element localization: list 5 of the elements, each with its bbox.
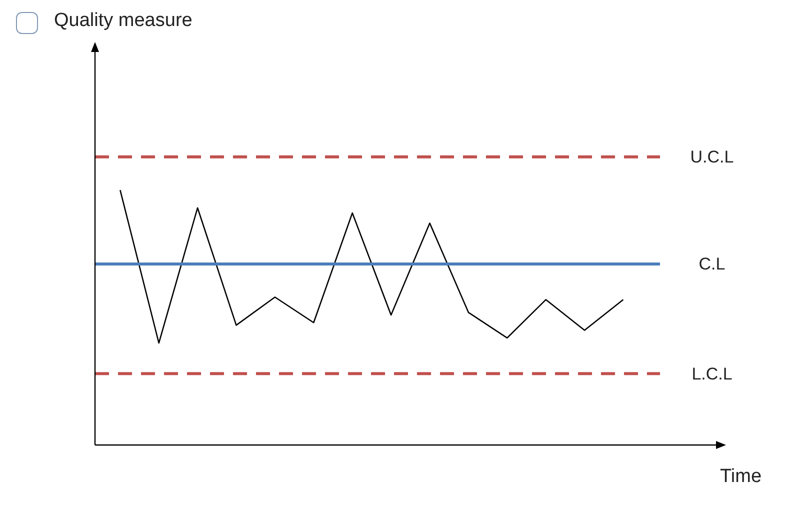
chart-title: Quality measure bbox=[54, 10, 192, 32]
ref-line-label: C.L bbox=[698, 254, 726, 274]
ref-line-label: L.C.L bbox=[692, 364, 732, 384]
ref-line-label: U.C.L bbox=[690, 148, 734, 167]
x-axis-title: Time bbox=[720, 466, 762, 488]
